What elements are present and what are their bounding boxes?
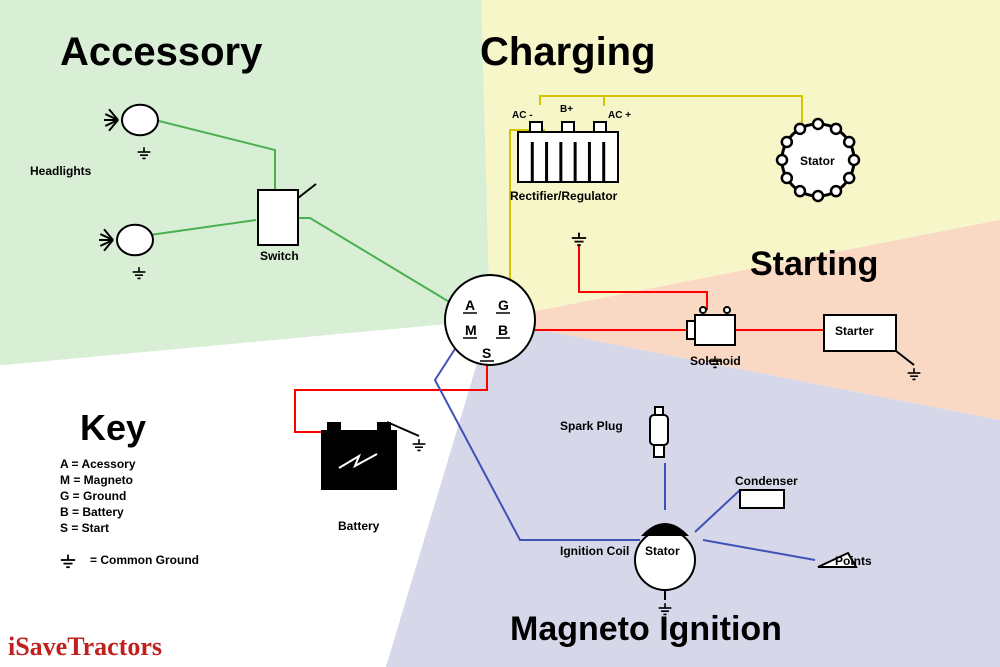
- starter-label: Starter: [835, 324, 874, 338]
- solenoid-icon: [695, 315, 735, 345]
- key-item: G = Ground: [60, 489, 126, 503]
- stator-magneto-label: Stator: [645, 544, 680, 558]
- title-charging: Charging: [480, 30, 656, 74]
- battery-label: Battery: [338, 519, 380, 533]
- title-accessory: Accessory: [60, 30, 263, 74]
- condenser-label: Condenser: [735, 474, 798, 488]
- key-title: Key: [80, 407, 146, 448]
- stator-magneto-icon: [635, 530, 695, 590]
- key-item: B = Battery: [60, 505, 124, 519]
- terminal-G: G: [498, 297, 509, 313]
- switch-icon: [258, 190, 298, 245]
- terminal-A: A: [465, 297, 475, 313]
- title-magneto: Magneto Ignition: [510, 610, 782, 648]
- headlight-icon: [122, 105, 158, 136]
- wiring-diagram: A G M BS Headlights Switch AC - B+ AC + Rectifier…: [0, 0, 1000, 667]
- key-ground-text: = Common Ground: [90, 553, 199, 567]
- headlights-label: Headlights: [30, 164, 92, 178]
- rectifier-label: Rectifier/Regulator: [510, 189, 618, 203]
- spark-plug-label: Spark Plug: [560, 419, 623, 433]
- title-starting: Starting: [750, 245, 878, 283]
- terminal-M: M: [465, 322, 477, 338]
- key-item: M = Magneto: [60, 473, 133, 487]
- ignition-coil-label: Ignition Coil: [560, 544, 629, 558]
- rectifier-ac-plus: AC +: [608, 110, 631, 121]
- headlight-icon: [117, 225, 153, 256]
- terminal-B: B: [498, 322, 508, 338]
- key-item: S = Start: [60, 521, 109, 535]
- rectifier-b-plus: B+: [560, 104, 573, 115]
- spark-plug-icon: [650, 415, 668, 445]
- stator-charging-label: Stator: [800, 154, 835, 168]
- rectifier-ac-minus: AC -: [512, 110, 533, 121]
- condenser-icon: [740, 490, 784, 508]
- points-label: Points: [835, 554, 872, 568]
- switch-label: Switch: [260, 249, 299, 263]
- brand-text: iSaveTractors: [8, 632, 162, 661]
- key-item: A = Acessory: [60, 457, 136, 471]
- terminal-S: S: [482, 345, 491, 361]
- battery-icon: [321, 430, 397, 490]
